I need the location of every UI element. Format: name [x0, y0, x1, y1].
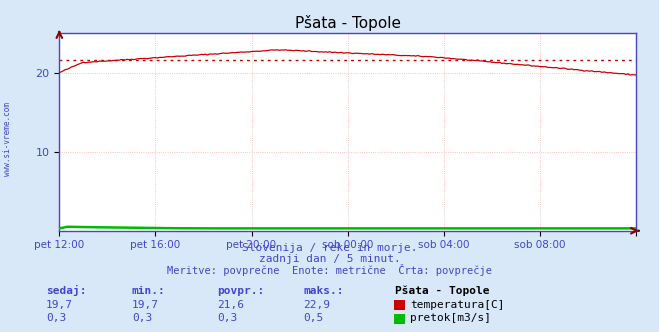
- Text: Meritve: povprečne  Enote: metrične  Črta: povprečje: Meritve: povprečne Enote: metrične Črta:…: [167, 264, 492, 276]
- Text: 0,3: 0,3: [46, 313, 67, 323]
- Text: zadnji dan / 5 minut.: zadnji dan / 5 minut.: [258, 254, 401, 264]
- Title: Pšata - Topole: Pšata - Topole: [295, 15, 401, 31]
- Text: sedaj:: sedaj:: [46, 285, 86, 296]
- Text: 22,9: 22,9: [303, 300, 330, 310]
- Text: www.si-vreme.com: www.si-vreme.com: [3, 103, 13, 176]
- Text: temperatura[C]: temperatura[C]: [410, 300, 504, 310]
- Text: 0,5: 0,5: [303, 313, 324, 323]
- Text: 0,3: 0,3: [132, 313, 152, 323]
- Text: 0,3: 0,3: [217, 313, 238, 323]
- Text: pretok[m3/s]: pretok[m3/s]: [410, 313, 491, 323]
- Text: Pšata - Topole: Pšata - Topole: [395, 285, 490, 296]
- Text: 19,7: 19,7: [132, 300, 159, 310]
- Text: Slovenija / reke in morje.: Slovenija / reke in morje.: [242, 243, 417, 253]
- Text: povpr.:: povpr.:: [217, 286, 265, 296]
- Text: maks.:: maks.:: [303, 286, 343, 296]
- Text: min.:: min.:: [132, 286, 165, 296]
- Text: 21,6: 21,6: [217, 300, 244, 310]
- Text: 19,7: 19,7: [46, 300, 73, 310]
